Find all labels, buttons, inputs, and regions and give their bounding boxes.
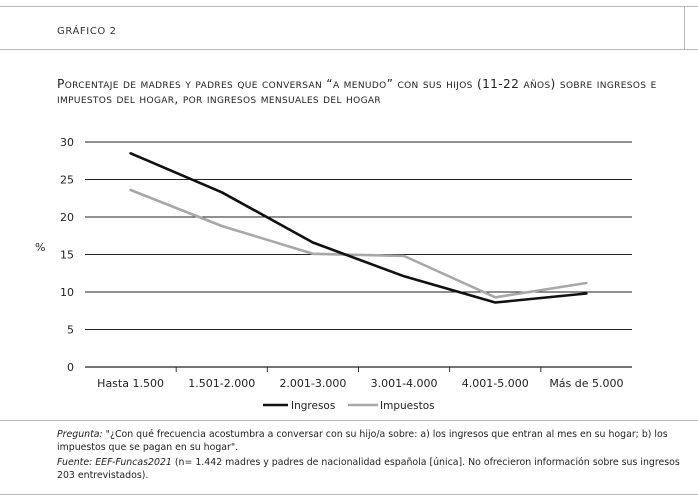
x-tick-labels: Hasta 1.500 1.501-2.000 2.001-3.000 3.001-4…: [97, 367, 624, 390]
x-tick-label: Más de 5.000: [549, 377, 623, 390]
x-tick-label: Hasta 1.500: [97, 377, 164, 390]
question-text: "¿Con qué frecuencia acostumbra a conver…: [57, 429, 668, 453]
line-chart: 0 5 10 15 20 25 30 Hasta 1.500 1.501-2.000 2.001…: [35, 136, 632, 412]
question-label: Pregunta:: [57, 429, 103, 440]
series-lines: [129, 152, 588, 304]
x-tick-label: 1.501-2.000: [188, 377, 255, 390]
series-line-impuestos: [129, 188, 588, 299]
y-tick-label: 30: [60, 136, 74, 149]
top-rule: [0, 6, 698, 7]
figure-label: GRÁFICO 2: [57, 26, 117, 37]
y-tick-label: 20: [60, 211, 74, 224]
legend-label-ingresos: Ingresos: [291, 400, 335, 412]
header-rule: [0, 49, 698, 50]
x-tick-label: 4.001-5.000: [462, 377, 529, 390]
bottom-rule: [0, 494, 698, 495]
legend-label-impuestos: Impuestos: [380, 400, 435, 412]
header-side-rule: [684, 6, 685, 49]
y-axis-label: %: [35, 241, 45, 254]
series-line-ingresos: [129, 152, 588, 304]
x-tick-label: 2.001-3.000: [279, 377, 346, 390]
notes: Pregunta: "¿Con qué frecuencia acostumbr…: [57, 428, 697, 482]
question-note: Pregunta: "¿Con qué frecuencia acostumbr…: [57, 428, 697, 454]
notes-rule: [0, 420, 698, 421]
y-tick-label: 10: [60, 286, 74, 299]
source-label: Fuente: EEF-Funcas2021: [57, 457, 172, 468]
x-tick-label: 3.001-4.000: [371, 377, 438, 390]
source-note: Fuente: EEF-Funcas2021 (n= 1.442 madres …: [57, 456, 697, 482]
y-tick-label: 0: [67, 361, 74, 374]
y-tick-label: 5: [67, 324, 74, 337]
y-tick-label: 15: [60, 249, 74, 262]
chart-title: Porcentaje de madres y padres que conver…: [57, 77, 657, 106]
y-tick-label: 25: [60, 174, 74, 187]
legend: Ingresos Impuestos: [263, 400, 435, 412]
source-text: (n= 1.442 madres y padres de nacionalida…: [57, 457, 680, 481]
y-tick-labels: 0 5 10 15 20 25 30: [60, 136, 74, 374]
